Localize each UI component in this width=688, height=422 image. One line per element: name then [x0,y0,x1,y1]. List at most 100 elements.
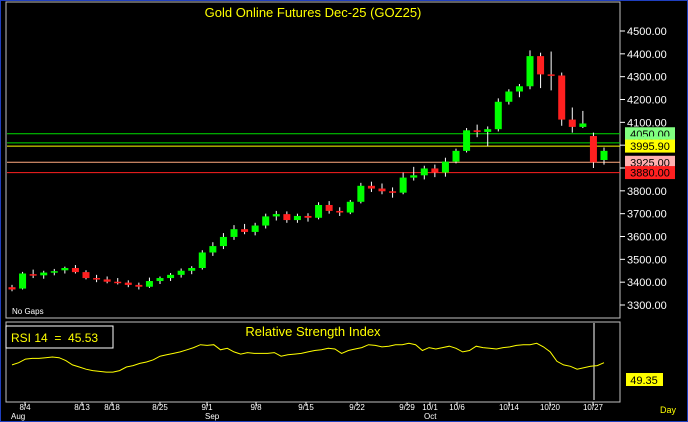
x-tick-label: 8/4 [19,403,31,412]
candle-body [420,168,428,176]
candle-body [304,215,312,218]
price-y-tick-label: 3600.00 [627,232,667,244]
candle-body [177,270,185,275]
candle-body [505,91,513,102]
price-level-badge [625,139,675,153]
candle-body [251,225,259,232]
candle-body [526,56,534,87]
rsi-chart-title: Relative Strength Index [245,324,381,339]
x-tick-label: 10/20 [540,403,561,412]
price-level-badge [625,155,675,169]
candle-body [568,119,576,127]
candle-body [367,185,375,189]
candle-body [40,272,48,276]
x-tick-label: 9/29 [399,403,415,412]
x-tick-label: 10/6 [449,403,465,412]
rsi-panel[interactable]: Relative Strength Index RSI 14 = 45.53 4… [5,321,663,403]
candle-body [283,214,291,221]
day-label: Day [660,405,677,415]
candle-body [8,287,16,290]
price-panel[interactable]: Gold Online Futures Dec-25 (GOZ25) No Ga… [5,1,675,319]
candle-body [589,136,597,163]
candle-body [336,210,344,213]
rsi-line [11,342,605,373]
candle-body [93,278,101,280]
x-tick-label: 9/8 [250,403,262,412]
price-plot-area[interactable] [5,1,621,319]
candle-body [484,129,492,132]
x-month-label: Oct [424,412,437,421]
x-axis: 8/4 8/13 8/18 8/25 9/1 9/8 9/15 9/22 9/29 10/1 10/… [11,402,604,421]
candle-body [19,273,27,289]
price-y-tick-label: 3500.00 [627,254,667,266]
candle-body [399,177,407,193]
price-y-tick-label: 3300.00 [627,300,667,312]
x-tick-label: 9/1 [201,403,213,412]
candle-body [262,216,270,226]
x-tick-label: 9/22 [349,403,365,412]
candle-body [29,274,37,276]
candle-body [410,175,418,178]
candle-body [103,279,111,282]
candle-body [547,74,555,76]
x-tick-label: 9/15 [298,403,314,412]
candle-body [188,268,196,271]
candle-body [82,272,90,279]
candle-body [50,271,58,273]
rsi-last-value-text: 49.35 [630,375,658,387]
rsi-value-box [5,325,114,349]
price-y-tick-label: 3400.00 [627,277,667,289]
price-level-badge [625,166,675,180]
candlestick-series [8,50,608,292]
candle-body [463,130,471,151]
candle-body [241,229,249,232]
x-tick-label: 10/27 [583,403,604,412]
candle-body [145,281,153,287]
candle-body [452,150,460,162]
candle-body [315,204,323,218]
x-tick-label: 10/1 [422,403,438,412]
candle-body [114,281,122,284]
price-y-tick-label: 4400.00 [627,49,667,61]
candle-body [135,284,143,287]
candle-body [71,268,79,273]
price-y-tick-label: 3700.00 [627,209,667,221]
price-chart-title: Gold Online Futures Dec-25 (GOZ25) [205,5,422,20]
price-level-lines [7,133,620,174]
price-y-tick-label: 3800.00 [627,186,667,198]
candle-body [209,246,217,253]
x-month-label: Sep [205,412,220,421]
rsi-value-label: RSI 14 = 45.53 [11,331,98,345]
price-y-tick-label: 4200.00 [627,95,667,107]
candle-body [198,252,206,269]
candle-body [219,236,227,247]
price-y-tick-label: 4500.00 [627,26,667,38]
candle-body [494,101,502,130]
price-y-tick-label: 4300.00 [627,72,667,84]
candle-body [325,204,333,211]
x-tick-label: 8/18 [104,403,120,412]
candle-body [346,201,354,213]
rsi-last-value-badge [626,373,663,386]
price-level-label: 3880.00 [630,168,670,180]
price-level-label: 3995.90 [630,141,670,153]
candle-body [357,185,365,202]
price-y-tick-label: 4100.00 [627,117,667,129]
x-tick-label: 10/14 [499,403,520,412]
x-tick-label: 8/25 [152,403,168,412]
no-gaps-label: No Gaps [12,307,44,316]
x-month-label: Aug [11,412,25,421]
candle-body [167,274,175,279]
candle-body [600,150,608,161]
candle-body [378,188,386,192]
candle-body [156,278,164,282]
rsi-plot-area[interactable] [5,321,621,403]
candle-body [558,75,566,120]
x-tick-label: 8/13 [74,403,90,412]
candle-body [230,229,238,237]
candle-body [124,282,132,285]
candle-body [389,191,397,193]
